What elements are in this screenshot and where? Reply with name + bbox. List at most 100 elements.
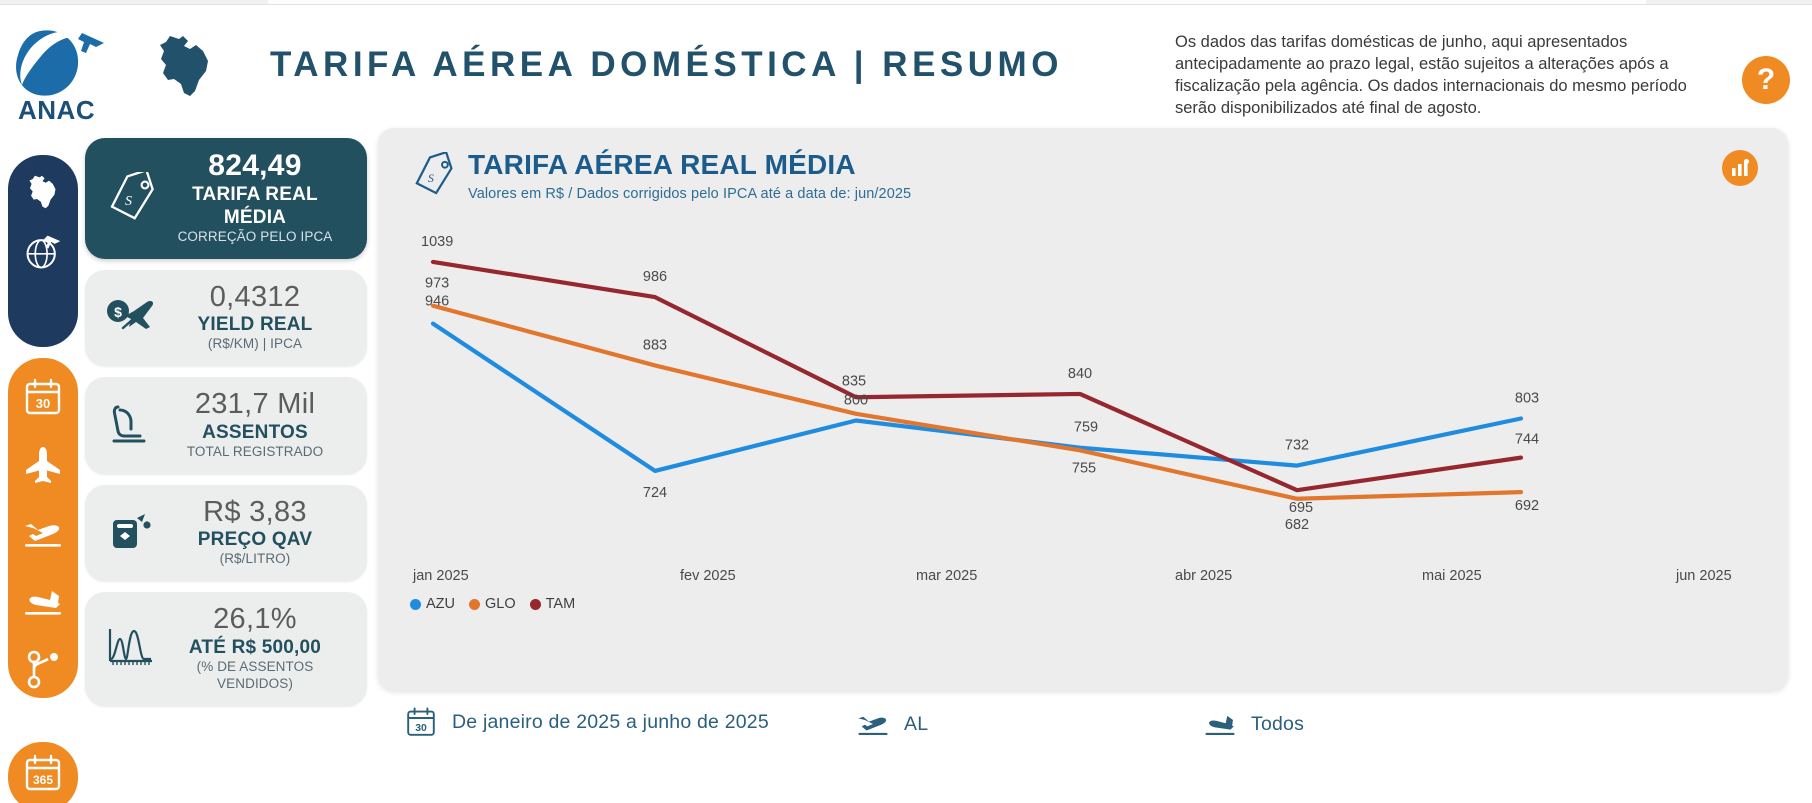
kpi-value: 0,4312: [209, 280, 301, 313]
browser-top-strip: [0, 0, 1812, 5]
kpi-value: 231,7 Mil: [194, 388, 316, 421]
legend-item-azu[interactable]: AZU: [410, 596, 455, 612]
kpi-text: 824,49 TARIFA REAL MÉDIA CORREÇÃO PELO I…: [161, 149, 353, 246]
chart-point-label: 692: [1515, 498, 1539, 514]
nav-rail-domestic: [8, 155, 78, 347]
plane-takeoff-icon: [856, 708, 890, 740]
brazil-map-icon: [150, 33, 220, 99]
kpi-text: R$ 3,83 PREÇO QAV (R$/LITRO): [161, 496, 353, 569]
line-chart-plot: 946 724 800 759 732 803 973 883 755 682 692 1039 986…: [378, 220, 1788, 580]
price-tag-icon: S: [410, 150, 456, 198]
anac-logo-text: ANAC: [18, 95, 96, 125]
filter-all[interactable]: Todos: [1203, 708, 1304, 740]
kpi-value: 824,49: [208, 149, 302, 182]
plane-takeoff-icon[interactable]: [20, 510, 66, 556]
chart-point-label: 803: [1515, 390, 1539, 406]
legend-item-glo[interactable]: GLO: [469, 596, 516, 612]
chart-point-label: 800: [844, 392, 868, 408]
help-button[interactable]: ?: [1742, 56, 1790, 104]
fuel-can-icon: [101, 508, 161, 556]
filter-period[interactable]: 30 De janeiro de 2025 a junho de 2025: [404, 706, 769, 738]
legend-item-tam[interactable]: TAM: [529, 596, 576, 612]
chart-panel: S TARIFA AÉREA REAL MÉDIA Valores em R$ …: [378, 128, 1788, 690]
svg-text:30: 30: [415, 723, 427, 734]
disclaimer-text: Os dados das tarifas domésticas de junho…: [1175, 33, 1687, 117]
x-axis-tick: abr 2025: [1175, 568, 1233, 584]
svg-text:30: 30: [36, 396, 50, 411]
svg-text:S: S: [125, 194, 132, 209]
chart-options-icon[interactable]: [1722, 150, 1758, 186]
chart-point-label: 744: [1515, 432, 1539, 448]
calendar-30-icon[interactable]: 30: [20, 374, 66, 420]
svg-text:S: S: [428, 171, 434, 185]
nav-rail-yearly: 365: [8, 742, 78, 803]
kpi-text: 0,4312 YIELD REAL (R$/KM) | IPCA: [161, 281, 353, 354]
kpi-label: PREÇO QAV: [197, 529, 313, 551]
calendar-365-icon[interactable]: 365: [20, 750, 66, 796]
kpi-card-yield-real[interactable]: $ 0,4312 YIELD REAL (R$/KM) | IPCA: [85, 269, 367, 367]
legend-color-swatch: [469, 598, 480, 610]
x-axis-tick: fev 2025: [680, 568, 736, 584]
kpi-card-list: S 824,49 TARIFA REAL MÉDIA CORREÇÃO PELO…: [85, 138, 367, 717]
page-header: ANAC TARIFA AÉREA DOMÉSTICA | RESUMO Os …: [0, 5, 1812, 126]
brazil-map-icon[interactable]: [20, 169, 66, 215]
chart-subtitle: Valores em R$ / Dados corrigidos pelo IP…: [468, 185, 912, 202]
filter-all-label: Todos: [1251, 712, 1305, 735]
svg-text:365: 365: [33, 773, 53, 787]
chart-point-label: 840: [1068, 366, 1092, 382]
chart-point-label: 835: [842, 373, 866, 389]
legend-label: GLO: [485, 596, 516, 612]
legend-color-swatch: [410, 598, 421, 610]
chart-point-label: 973: [425, 276, 449, 292]
airline-seat-icon: [101, 401, 161, 449]
kpi-label: YIELD REAL: [197, 314, 313, 336]
chart-point-label: 1039: [421, 234, 453, 250]
kpi-value: R$ 3,83: [203, 495, 307, 528]
kpi-label: ATÉ R$ 500,00: [188, 636, 322, 658]
x-axis-tick: mar 2025: [916, 568, 978, 584]
kpi-sublabel: TOTAL REGISTRADO: [186, 443, 324, 459]
chart-point-label: 755: [1072, 460, 1096, 476]
chart-point-label: 759: [1074, 420, 1098, 436]
kpi-card-preco-qav[interactable]: R$ 3,83 PREÇO QAV (R$/LITRO): [85, 484, 367, 582]
kpi-sublabel: (R$/LITRO): [219, 551, 291, 567]
chart-point-label: 732: [1285, 438, 1309, 454]
page-title: TARIFA AÉREA DOMÉSTICA | RESUMO: [270, 45, 1063, 84]
chart-x-axis: jan 2025 fev 2025 mar 2025 abr 2025 mai 2025…: [378, 568, 1788, 590]
kpi-card-tarifa-real-media[interactable]: S 824,49 TARIFA REAL MÉDIA CORREÇÃO PELO…: [85, 138, 367, 259]
kpi-value: 26,1%: [213, 603, 297, 636]
svg-text:$: $: [114, 304, 122, 320]
globe-plane-icon[interactable]: [20, 229, 66, 275]
plane-landing-icon[interactable]: [20, 578, 66, 624]
chart-point-label: 682: [1285, 517, 1309, 533]
yield-money-plane-icon: $: [101, 294, 161, 340]
calendar-30-icon: 30: [404, 706, 438, 738]
chart-series-glo: [430, 303, 1524, 501]
legend-label: TAM: [545, 596, 576, 612]
kpi-text: 26,1% ATÉ R$ 500,00 (% DE ASSENTOS VENDI…: [161, 603, 353, 692]
kpi-label: TARIFA REAL MÉDIA: [192, 183, 318, 228]
kpi-card-assentos[interactable]: 231,7 Mil ASSENTOS TOTAL REGISTRADO: [85, 377, 367, 474]
chart-point-label: 946: [425, 294, 449, 310]
price-tag-icon: S: [101, 172, 161, 222]
kpi-text: 231,7 Mil ASSENTOS TOTAL REGISTRADO: [161, 388, 353, 461]
chart-point-label: 883: [643, 337, 667, 353]
filter-airline[interactable]: AL: [856, 708, 928, 740]
filter-airline-label: AL: [904, 712, 929, 735]
kpi-card-ate-500[interactable]: 26,1% ATÉ R$ 500,00 (% DE ASSENTOS VENDI…: [85, 592, 367, 706]
legend-color-swatch: [529, 598, 541, 610]
chart-series-tam: [430, 259, 1524, 493]
route-branch-icon[interactable]: [20, 646, 66, 692]
browser-top-strip-inner: [268, 0, 1646, 4]
chart-header: S TARIFA AÉREA REAL MÉDIA Valores em R$ …: [410, 149, 912, 202]
chart-point-label: 986: [643, 269, 667, 285]
filter-period-label: De janeiro de 2025 a junho de 2025: [452, 710, 769, 733]
x-axis-tick: jan 2025: [413, 568, 469, 584]
chart-point-label: 724: [643, 485, 667, 501]
kpi-sublabel: (R$/KM) | IPCA: [207, 336, 303, 352]
airplane-icon[interactable]: [20, 442, 66, 488]
x-axis-tick: jun 2025: [1676, 568, 1732, 584]
chart-header-text: TARIFA AÉREA REAL MÉDIA Valores em R$ / …: [468, 149, 912, 202]
x-axis-tick: mai 2025: [1422, 568, 1482, 584]
